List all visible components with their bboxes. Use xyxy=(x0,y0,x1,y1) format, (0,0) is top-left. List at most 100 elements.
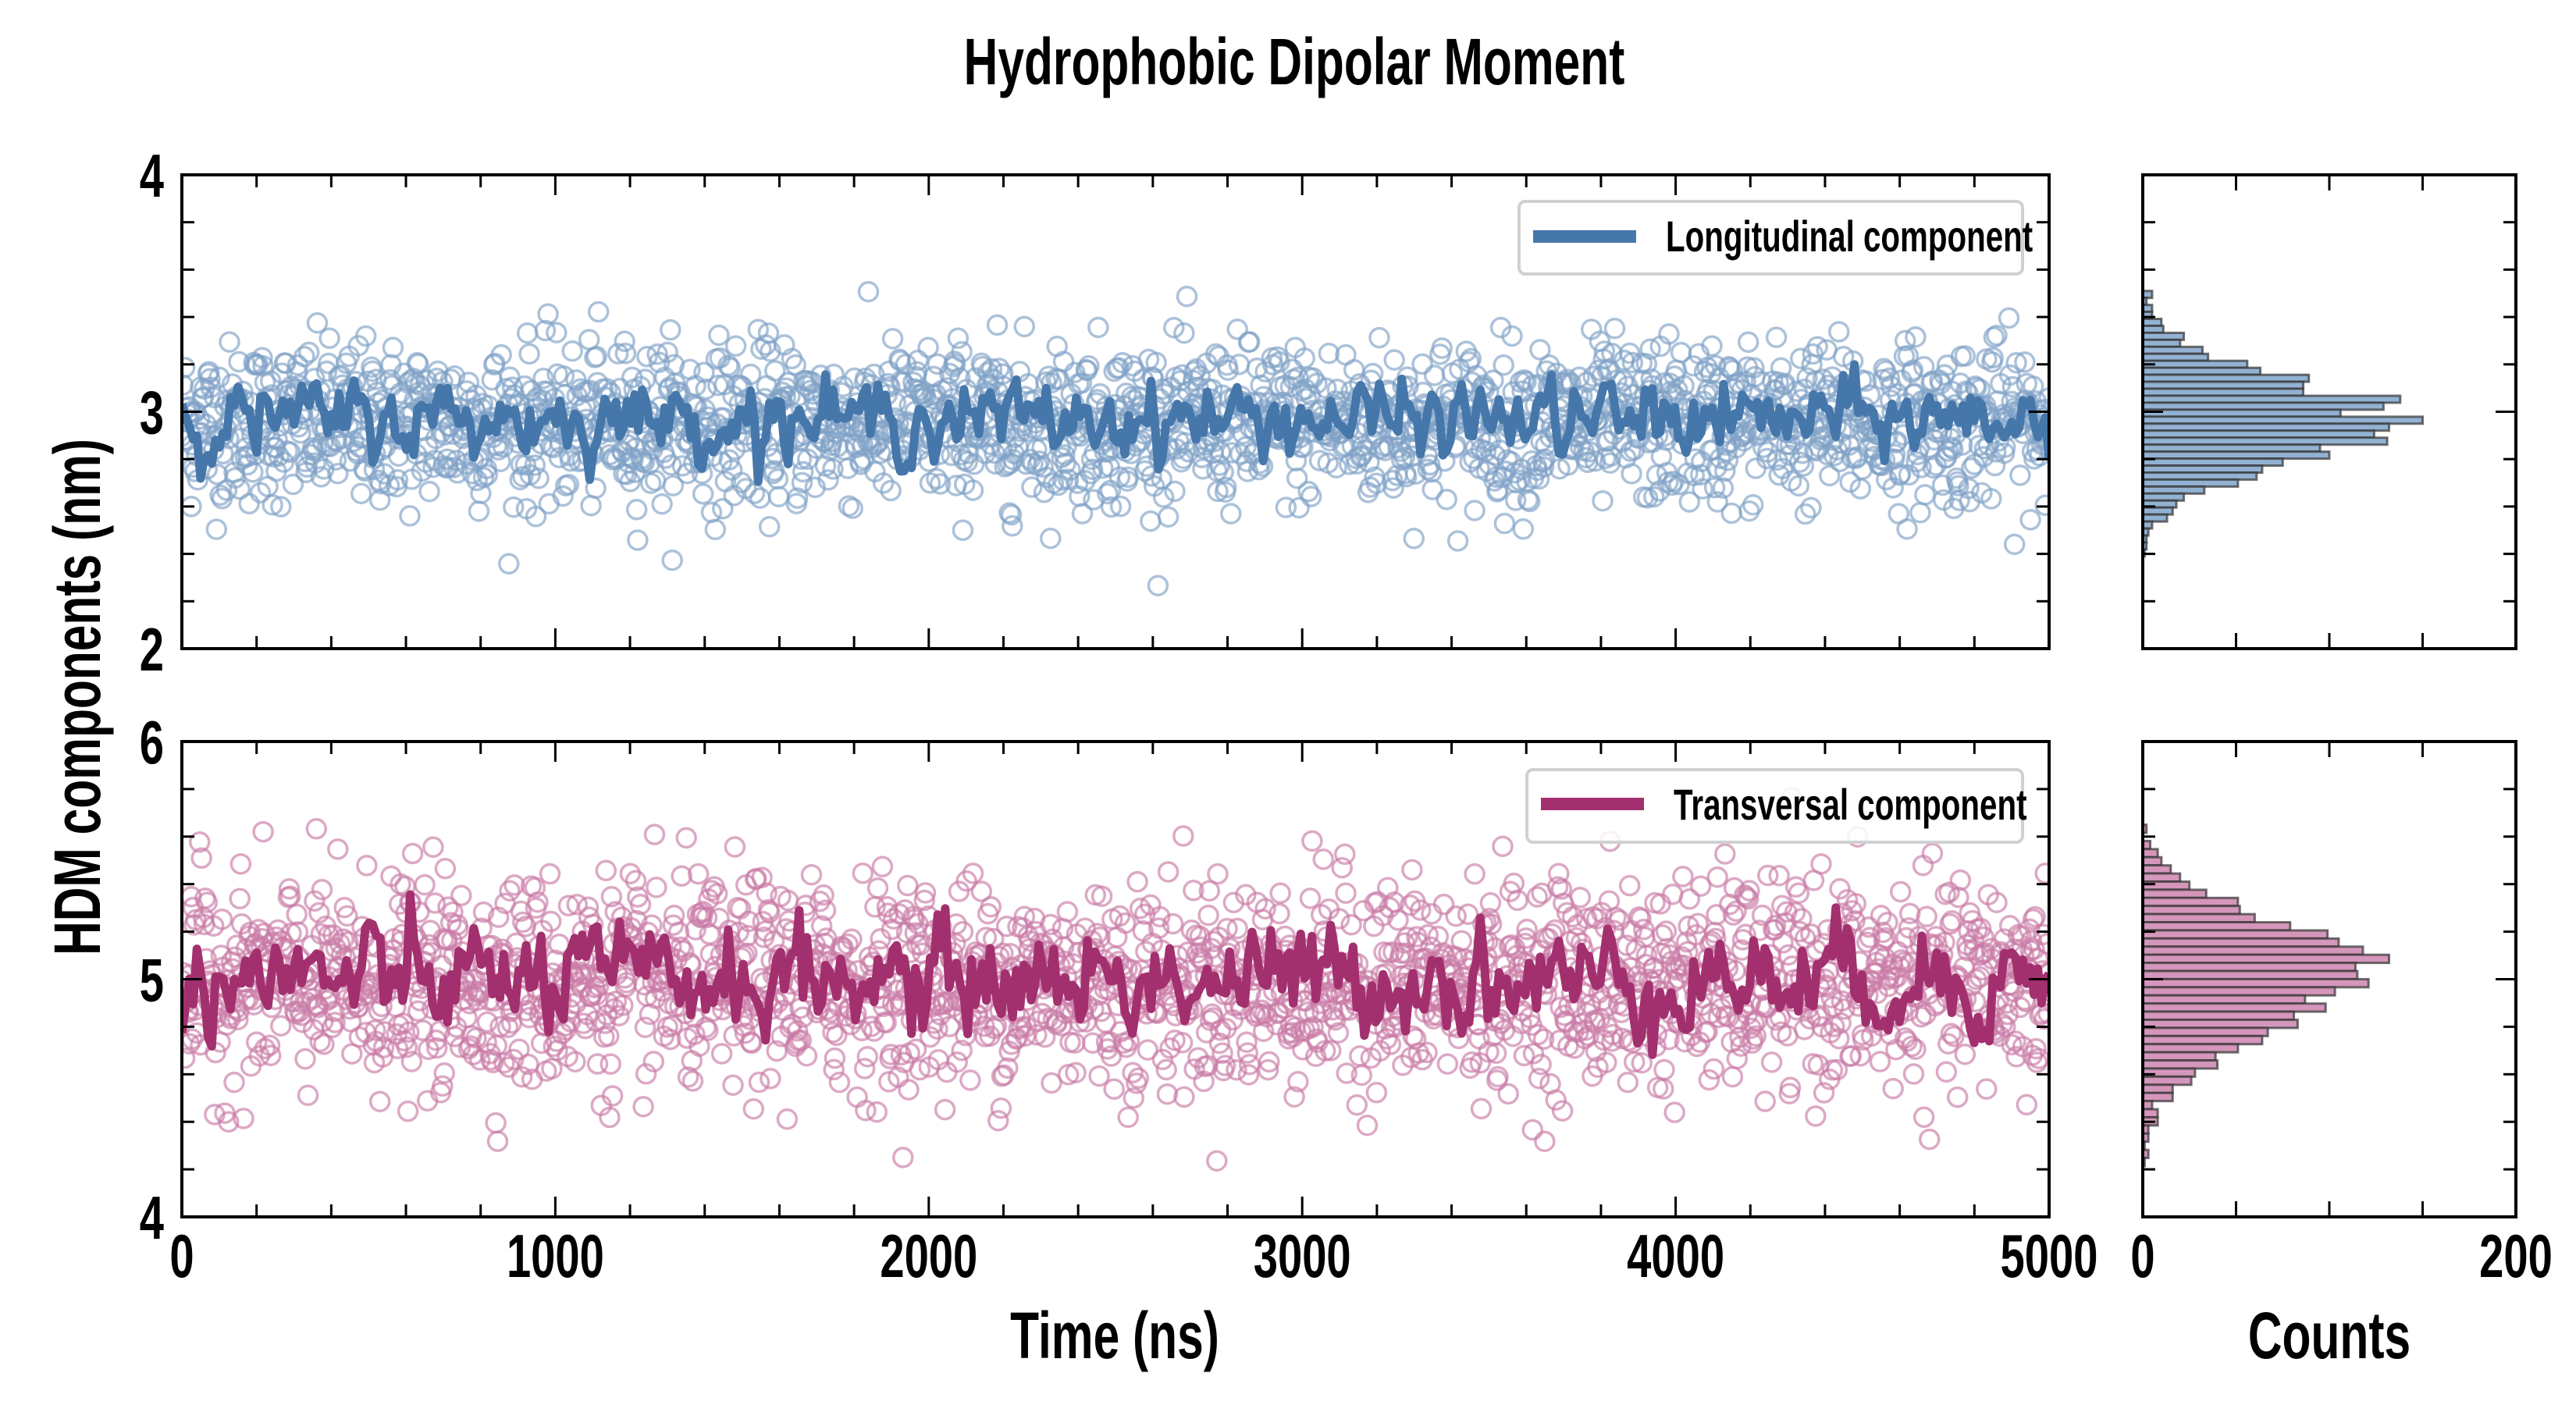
scatter-point xyxy=(472,901,495,923)
scatter-point xyxy=(1532,456,1555,478)
scatter-point xyxy=(1057,468,1080,490)
scatter-point xyxy=(1358,451,1380,473)
scatter-point xyxy=(1534,448,1556,471)
scatter-point xyxy=(724,335,747,357)
histogram-bar xyxy=(2141,945,2364,956)
histogram-longitudinal xyxy=(2141,173,2517,650)
scatter-point xyxy=(1117,1106,1139,1129)
scatter-point xyxy=(1882,1077,1904,1100)
scatter-point xyxy=(1621,351,1644,374)
scatter-point xyxy=(1335,882,1357,905)
scatter-point xyxy=(706,883,728,905)
scatter-point xyxy=(2009,464,2031,486)
scatter-point xyxy=(1145,351,1167,374)
scatter-point xyxy=(546,322,568,343)
scatter-point xyxy=(952,519,974,542)
scatter-point xyxy=(828,1071,851,1094)
hist-x-axis-label: Counts xyxy=(2248,1299,2411,1372)
scatter-point xyxy=(718,449,740,471)
scatter-point xyxy=(396,1036,418,1058)
scatter-point xyxy=(1083,489,1105,511)
scatter-point xyxy=(1074,470,1096,492)
scatter-point xyxy=(1692,478,1713,500)
scatter-point xyxy=(838,495,860,517)
scatter-point xyxy=(487,439,510,461)
scatter-point xyxy=(1365,1082,1388,1104)
scatter-point xyxy=(1600,445,1622,468)
scatter-point xyxy=(407,1000,429,1023)
scatter-point xyxy=(499,880,521,902)
scatter-point xyxy=(1788,451,1811,473)
scatter-point xyxy=(2016,1094,2038,1116)
scatter-point xyxy=(1197,904,1219,927)
scatter-point xyxy=(407,353,429,375)
scatter-point xyxy=(2034,863,2049,884)
scatter-point xyxy=(634,1016,656,1038)
scatter-point xyxy=(1894,329,1916,352)
scatter-point xyxy=(951,340,973,363)
scatter-point xyxy=(1065,1062,1087,1083)
scatter-point xyxy=(1431,337,1453,359)
x-axis-label: Time (ns) xyxy=(1010,1299,1219,1372)
scatter-point xyxy=(897,874,919,897)
scatter-point xyxy=(938,1016,961,1037)
scatter-point xyxy=(1726,1048,1749,1070)
scatter-point xyxy=(758,902,781,923)
scatter-point xyxy=(201,402,224,424)
scatter-point xyxy=(1517,489,1539,511)
scatter-point xyxy=(336,905,358,927)
scatter-point xyxy=(824,1047,846,1069)
scatter-point xyxy=(1487,479,1509,501)
scatter-point xyxy=(1070,372,1093,394)
scatter-point xyxy=(432,1075,454,1097)
scatter-point xyxy=(566,894,588,916)
scatter-point xyxy=(1374,439,1396,461)
scatter-point xyxy=(670,936,692,959)
scatter-point xyxy=(1052,350,1075,372)
scatter-point xyxy=(418,480,440,503)
scatter-point xyxy=(1946,1086,1969,1108)
scatter-point xyxy=(1493,512,1516,535)
scatter-point xyxy=(398,1021,420,1043)
scatter-point xyxy=(1742,493,1764,516)
scatter-point xyxy=(424,892,447,914)
scatter-point xyxy=(712,497,734,520)
scatter-point xyxy=(609,378,631,400)
scatter-point xyxy=(751,866,773,889)
scatter-point xyxy=(1768,864,1790,887)
scatter-point xyxy=(914,882,937,904)
scatter-point xyxy=(553,365,575,387)
scatter-point xyxy=(258,1034,281,1056)
scatter-point xyxy=(722,1074,744,1096)
scatter-point xyxy=(309,1030,331,1053)
histogram-transversal xyxy=(2141,740,2517,1218)
scatter-point xyxy=(313,1033,335,1055)
scatter-point xyxy=(1147,574,1169,596)
scatter-point xyxy=(671,865,692,887)
scatter-point xyxy=(1921,842,1944,864)
scatter-point xyxy=(1157,506,1179,528)
y-tick-label: 5 xyxy=(140,946,164,1014)
scatter-point xyxy=(1810,853,1832,875)
scatter-point xyxy=(587,975,610,998)
scatter-point xyxy=(1976,1078,1998,1100)
scatter-point xyxy=(1618,874,1641,897)
scatter-point xyxy=(2014,351,2036,373)
scatter-point xyxy=(238,493,260,515)
scatter-point xyxy=(1383,349,1405,371)
scatter-point xyxy=(227,1008,249,1030)
scatter-point xyxy=(1706,491,1728,513)
scatter-point xyxy=(929,473,952,495)
scatter-point xyxy=(909,1058,931,1081)
scatter-point xyxy=(223,1071,245,1094)
histogram-bar xyxy=(2141,1067,2197,1078)
scatter-point xyxy=(962,454,985,475)
scatter-point xyxy=(607,343,629,365)
scatter-point xyxy=(1172,825,1194,847)
scatter-point xyxy=(278,877,301,900)
histogram-bar xyxy=(2141,848,2159,859)
scatter-point xyxy=(837,933,859,955)
scatter-point xyxy=(539,910,562,933)
scatter-point xyxy=(741,1032,763,1055)
histogram-bar xyxy=(2141,921,2292,932)
